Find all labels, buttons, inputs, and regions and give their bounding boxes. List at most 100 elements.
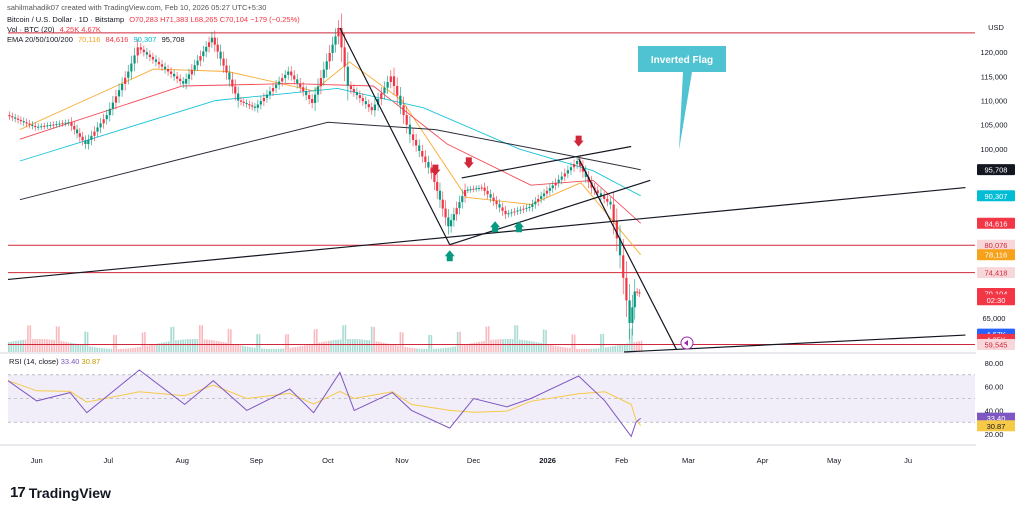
candle-body bbox=[542, 193, 546, 197]
candle-body bbox=[40, 126, 43, 128]
candle-body bbox=[61, 123, 64, 125]
candle-body bbox=[278, 81, 281, 85]
volume-bar bbox=[296, 346, 299, 352]
candle-body bbox=[154, 59, 158, 62]
replay-icon[interactable] bbox=[680, 336, 694, 350]
candle-body bbox=[328, 52, 331, 62]
candle-body bbox=[415, 139, 418, 146]
candle-body bbox=[361, 98, 364, 102]
candle-body bbox=[581, 166, 585, 172]
candle-body bbox=[133, 55, 136, 64]
volume-bar bbox=[604, 347, 607, 352]
ema-legend: EMA 20/50/100/200 70,116 84,616 90,307 9… bbox=[7, 35, 188, 44]
candle-body bbox=[299, 83, 302, 88]
x-tick-label: Jul bbox=[103, 456, 113, 465]
volume-bar bbox=[210, 340, 213, 352]
volume-bar bbox=[581, 348, 583, 352]
volume-bar bbox=[421, 348, 423, 352]
price-label-bg bbox=[977, 217, 1015, 229]
volume-bar bbox=[230, 329, 232, 352]
volume-bar bbox=[404, 346, 406, 352]
volume-bar bbox=[392, 344, 395, 352]
volume-bar bbox=[507, 339, 509, 352]
volume-bar bbox=[263, 348, 266, 352]
candle-body bbox=[510, 212, 513, 214]
candle-body bbox=[466, 189, 469, 191]
volume-bar bbox=[72, 343, 75, 352]
volume-bar bbox=[294, 347, 297, 352]
candle-body bbox=[193, 65, 196, 70]
volume-bar bbox=[528, 340, 531, 352]
candle-body bbox=[75, 129, 79, 134]
volume-bar bbox=[561, 347, 564, 352]
volume-bar bbox=[175, 340, 177, 352]
volume-bar bbox=[189, 339, 192, 352]
volume-bar bbox=[473, 342, 476, 352]
candle-body bbox=[349, 86, 353, 90]
volume-bar bbox=[108, 348, 110, 352]
volume-bar bbox=[299, 346, 301, 352]
volume-bar bbox=[409, 347, 411, 352]
volume-bar bbox=[385, 343, 387, 352]
volume-bar bbox=[454, 346, 457, 352]
volume-bar bbox=[624, 343, 626, 352]
volume-bar bbox=[170, 327, 172, 352]
candle-body bbox=[367, 104, 370, 108]
volume-bar bbox=[576, 348, 578, 352]
candle-body bbox=[148, 54, 152, 58]
volume-bar bbox=[559, 346, 562, 352]
candle-body bbox=[352, 89, 356, 93]
candle-body bbox=[340, 28, 343, 48]
volume-legend: Vol · BTC (20) 4.25K 4.67K bbox=[7, 25, 104, 34]
rsi-line bbox=[7, 369, 642, 438]
down-arrow-icon bbox=[463, 157, 474, 169]
volume-bar bbox=[444, 347, 447, 352]
candle-body bbox=[489, 194, 492, 198]
candle-body bbox=[99, 123, 102, 128]
volume-bar bbox=[399, 332, 402, 352]
candle-body bbox=[516, 210, 519, 212]
volume-bar bbox=[638, 341, 640, 352]
tradingview-brand[interactable]: 17 TradingView bbox=[10, 484, 111, 501]
candle-body bbox=[213, 37, 216, 45]
candle-body bbox=[540, 196, 543, 199]
volume-bar bbox=[633, 342, 636, 352]
volume-bar bbox=[401, 332, 404, 352]
y-tick-label: 100,000 bbox=[980, 145, 1007, 154]
volume-bar bbox=[153, 344, 156, 352]
volume-bar bbox=[141, 332, 144, 352]
volume-bar bbox=[31, 339, 34, 352]
candle-body bbox=[557, 179, 560, 183]
volume-bar bbox=[342, 325, 344, 352]
volume-bar bbox=[595, 348, 597, 352]
rsi-ma-line bbox=[7, 380, 642, 426]
candle-body bbox=[81, 136, 84, 141]
candle-body bbox=[461, 196, 464, 203]
volume-bar bbox=[308, 344, 311, 352]
volume-bar bbox=[485, 326, 488, 352]
volume-bar bbox=[261, 348, 263, 352]
trendline bbox=[449, 179, 651, 246]
candle-body bbox=[308, 95, 311, 100]
rsi-tick-label: 60.00 bbox=[985, 383, 1004, 392]
candle-body bbox=[436, 181, 439, 191]
volume-bar bbox=[251, 347, 254, 352]
volume-bar bbox=[206, 339, 208, 352]
volume-bar bbox=[74, 343, 77, 352]
volume-bar bbox=[526, 340, 528, 352]
volume-bar bbox=[545, 329, 547, 352]
candle-body bbox=[87, 139, 90, 145]
x-tick-label: Feb bbox=[615, 456, 628, 465]
volume-bar bbox=[60, 340, 63, 352]
volume-bar bbox=[370, 326, 373, 352]
volume-bar bbox=[337, 339, 340, 352]
volume-bar bbox=[335, 339, 337, 352]
candle-body bbox=[46, 125, 49, 127]
volume-bar bbox=[244, 346, 246, 352]
volume-bar bbox=[533, 341, 535, 352]
rsi-tick-label: 20.00 bbox=[985, 430, 1004, 439]
volume-bar bbox=[110, 348, 113, 352]
volume-bar bbox=[380, 342, 383, 352]
volume-bar bbox=[301, 345, 304, 352]
